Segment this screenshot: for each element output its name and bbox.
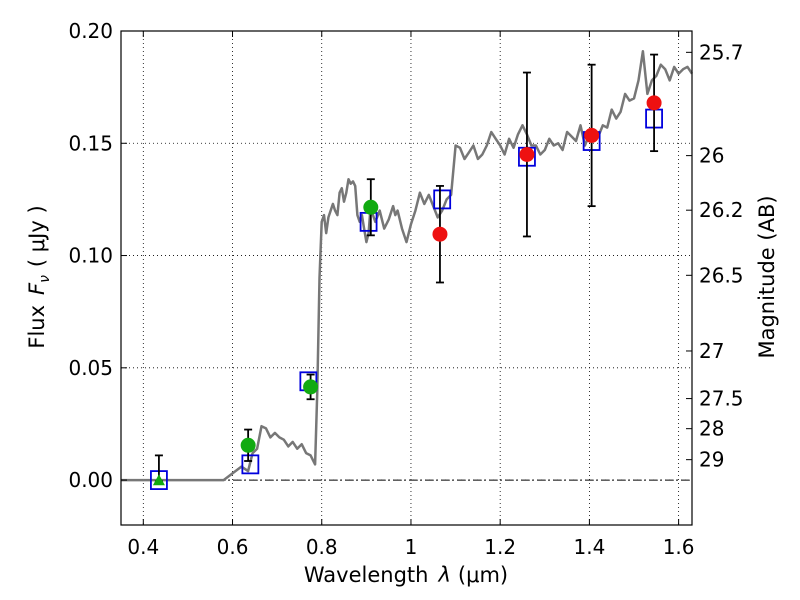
y-tick-label: 0.15 — [68, 131, 113, 155]
upper-limit-marker — [152, 474, 165, 486]
nir-point — [646, 95, 662, 111]
optical-point — [303, 379, 319, 395]
mag-tick-label: 27.5 — [699, 387, 744, 411]
mag-tick-label: 25.7 — [699, 40, 744, 64]
mag-tick-label: 26.2 — [699, 198, 744, 222]
x-axis-label: Wavelength λ (μm) — [304, 563, 508, 587]
model-sed-line — [121, 49, 694, 482]
ticks: 0.4 0.6 0.8 1 1.2 1.4 1.6 0.00 0.05 0.10 0.15 0.20 2… — [68, 19, 743, 559]
x-tick-label: 0.8 — [306, 535, 338, 559]
nir-point — [432, 226, 448, 242]
nir-point — [584, 127, 600, 143]
data-points — [152, 95, 662, 486]
x-tick-label: 1.4 — [573, 535, 605, 559]
mag-tick-label: 28 — [699, 417, 724, 441]
y-axis-label: FluxFν( μJy ) — [25, 205, 53, 348]
model-box-marker — [433, 189, 452, 210]
x-tick-label: 1 — [405, 535, 418, 559]
plot-background — [121, 31, 692, 525]
x-tick-label: 0.6 — [217, 535, 249, 559]
y-tick-label: 0.10 — [68, 244, 113, 268]
mag-tick-label: 26 — [699, 144, 724, 168]
plot-frame — [120, 30, 693, 526]
y-tick-label: 0.05 — [68, 356, 113, 380]
mag-tick-label: 27 — [699, 339, 724, 363]
optical-point — [363, 199, 379, 215]
x-tick-label: 1.6 — [663, 535, 695, 559]
y2-axis-label: Magnitude (AB) — [755, 195, 779, 358]
y-tick-label: 0.20 — [68, 19, 113, 43]
x-tick-label: 1.2 — [484, 535, 516, 559]
mag-tick-label: 26.5 — [699, 263, 744, 287]
x-tick-label: 0.4 — [127, 535, 159, 559]
nir-point — [519, 147, 535, 162]
optical-point — [240, 437, 256, 453]
y-tick-label: 0.00 — [68, 468, 113, 492]
model-box-marker — [241, 454, 260, 475]
mag-tick-label: 29 — [699, 448, 724, 472]
